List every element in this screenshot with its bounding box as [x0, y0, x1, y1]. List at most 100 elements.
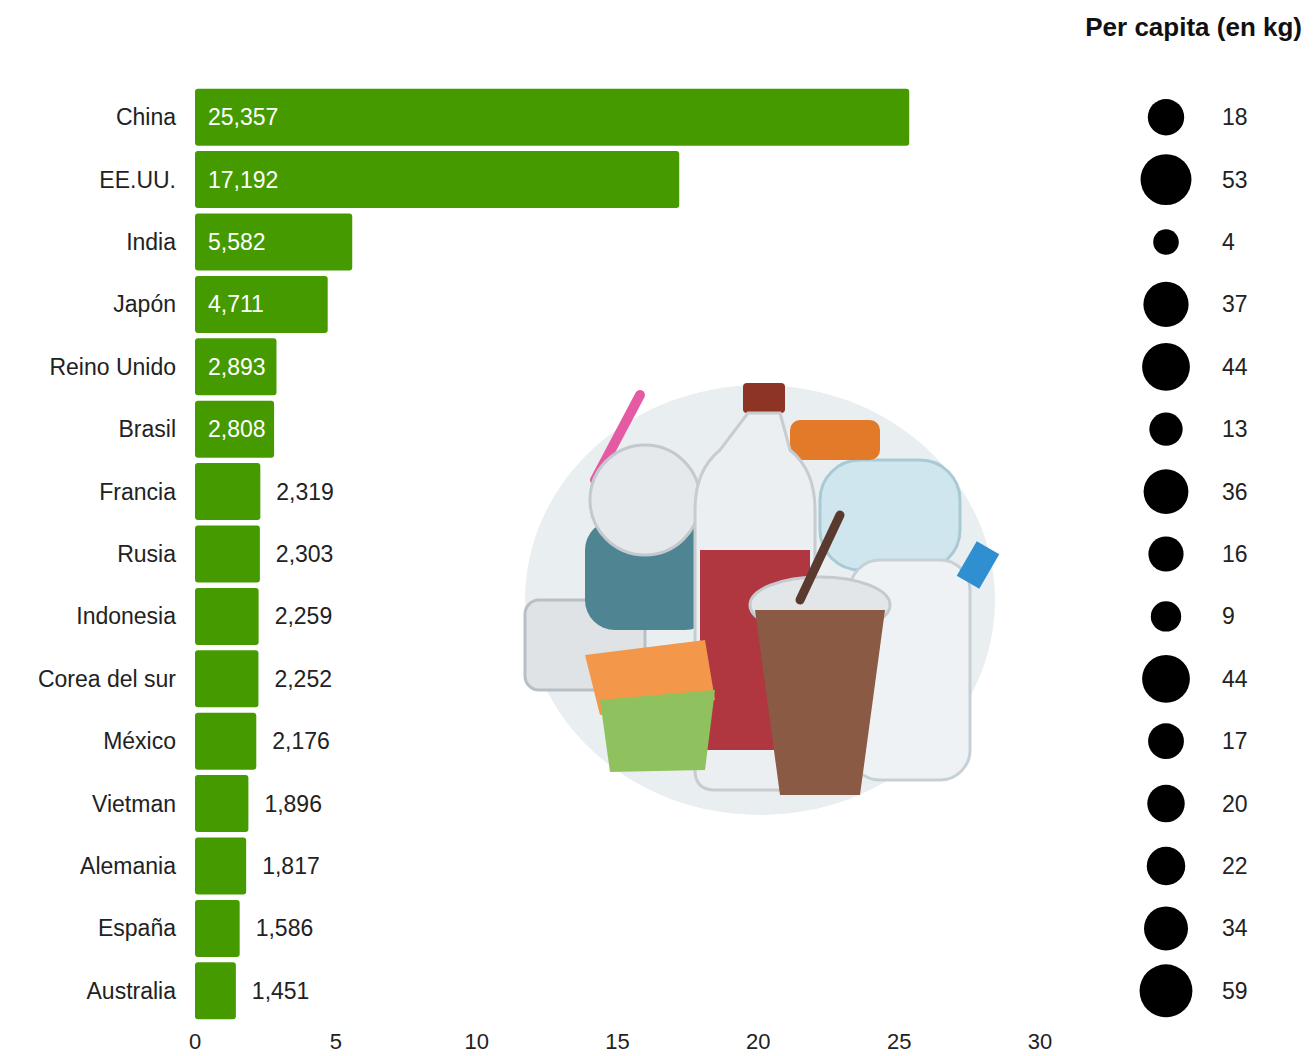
- data-label: 1,896: [264, 791, 322, 817]
- cup-lid: [590, 445, 700, 555]
- bars: [195, 89, 909, 1020]
- x-tick: [899, 1022, 900, 1025]
- per-capita-label: 16: [1222, 541, 1248, 567]
- x-tick-label: 25: [887, 1029, 911, 1054]
- bar: [195, 650, 258, 707]
- cup-green: [600, 690, 715, 772]
- x-tick-label: 5: [330, 1029, 342, 1054]
- per-capita-title: Per capita (en kg): [1085, 12, 1302, 42]
- category-label: Corea del sur: [38, 666, 176, 692]
- bar: [195, 588, 259, 645]
- bottle-cap: [743, 383, 785, 413]
- data-label: 2,303: [276, 541, 334, 567]
- category-label: Brasil: [118, 416, 176, 442]
- data-label: 2,259: [275, 603, 333, 629]
- data-label: 25,357: [208, 104, 278, 130]
- x-tick: [335, 1022, 336, 1025]
- data-label: 17,192: [208, 167, 278, 193]
- bar: [195, 276, 328, 333]
- x-tick-label: 15: [605, 1029, 629, 1054]
- x-tick-label: 10: [464, 1029, 488, 1054]
- labels: 0 5 10 15 20 25 30 China 25,357 18 EE.UU. 17,192 53 I…: [38, 12, 1302, 1054]
- x-tick: [195, 1022, 196, 1025]
- chart: 0 5 10 15 20 25 30 China 25,357 18 EE.UU. 17,192 53 I…: [0, 0, 1316, 1056]
- cup-straw: [800, 515, 840, 600]
- per-capita-dot: [1148, 723, 1184, 759]
- per-capita-dot: [1147, 785, 1184, 822]
- per-capita-label: 44: [1222, 666, 1248, 692]
- per-capita-dot: [1151, 601, 1181, 631]
- data-label: 4,711: [208, 291, 264, 317]
- bar: [195, 214, 352, 271]
- per-capita-dot: [1140, 964, 1193, 1017]
- category-label: Francia: [99, 479, 176, 505]
- data-label: 1,817: [262, 853, 320, 879]
- x-tick: [758, 1022, 759, 1025]
- data-label: 2,319: [276, 479, 334, 505]
- per-capita-dot: [1144, 906, 1188, 950]
- category-label: India: [126, 229, 176, 255]
- per-capita-dot: [1141, 154, 1192, 205]
- category-label: Indonesia: [76, 603, 176, 629]
- data-label: 2,176: [272, 728, 330, 754]
- per-capita-label: 44: [1222, 354, 1248, 380]
- bar: [195, 713, 256, 770]
- data-label: 5,582: [208, 229, 266, 255]
- per-capita-label: 9: [1222, 603, 1235, 629]
- per-capita-label: 36: [1222, 479, 1248, 505]
- category-label: EE.UU.: [99, 167, 176, 193]
- per-capita-dot: [1147, 847, 1186, 886]
- bar: [195, 526, 260, 583]
- per-capita-label: 4: [1222, 229, 1235, 255]
- data-label: 1,451: [252, 978, 310, 1004]
- bar: [195, 962, 236, 1019]
- x-tick-label: 20: [746, 1029, 770, 1054]
- bar: [195, 463, 260, 520]
- x-tick-label: 0: [189, 1029, 201, 1054]
- bar: [195, 89, 909, 146]
- per-capita-dot: [1148, 99, 1184, 135]
- category-label: Alemania: [80, 853, 176, 879]
- x-tick-label: 30: [1028, 1029, 1052, 1054]
- per-capita-dot: [1143, 282, 1188, 327]
- bar: [195, 401, 274, 458]
- bar: [195, 338, 276, 395]
- per-capita-label: 13: [1222, 416, 1248, 442]
- per-capita-dot: [1153, 229, 1179, 255]
- data-label: 2,893: [208, 354, 266, 380]
- bar: [195, 775, 248, 832]
- category-label: Japón: [113, 291, 176, 317]
- bar: [195, 838, 246, 895]
- category-label: China: [116, 104, 176, 130]
- category-label: Vietman: [92, 791, 176, 817]
- plastic-illustration: [525, 383, 999, 815]
- category-label: España: [98, 915, 176, 941]
- data-label: 2,808: [208, 416, 266, 442]
- per-capita-label: 34: [1222, 915, 1248, 941]
- category-label: Rusia: [117, 541, 176, 567]
- bar: [195, 151, 679, 208]
- data-label: 1,586: [256, 915, 314, 941]
- category-label: Australia: [87, 978, 177, 1004]
- per-capita-dot: [1144, 469, 1189, 514]
- per-capita-label: 59: [1222, 978, 1248, 1004]
- per-capita-label: 53: [1222, 167, 1248, 193]
- per-capita-dot: [1148, 536, 1183, 571]
- category-label: México: [103, 728, 176, 754]
- per-capita-dot: [1142, 655, 1190, 703]
- bottle-orange: [790, 420, 880, 460]
- per-capita-label: 18: [1222, 104, 1248, 130]
- per-capita-label: 22: [1222, 853, 1248, 879]
- per-capita-dot: [1142, 343, 1190, 391]
- x-tick: [1040, 1022, 1041, 1025]
- jug-cap: [957, 541, 1000, 589]
- per-capita-label: 17: [1222, 728, 1248, 754]
- x-tick: [617, 1022, 618, 1025]
- x-tick: [476, 1022, 477, 1025]
- illustration-bg: [525, 385, 995, 815]
- per-capita-dot: [1149, 413, 1182, 446]
- bar: [195, 900, 240, 957]
- per-capita-label: 37: [1222, 291, 1248, 317]
- per-capita-label: 20: [1222, 791, 1248, 817]
- data-label: 2,252: [274, 666, 332, 692]
